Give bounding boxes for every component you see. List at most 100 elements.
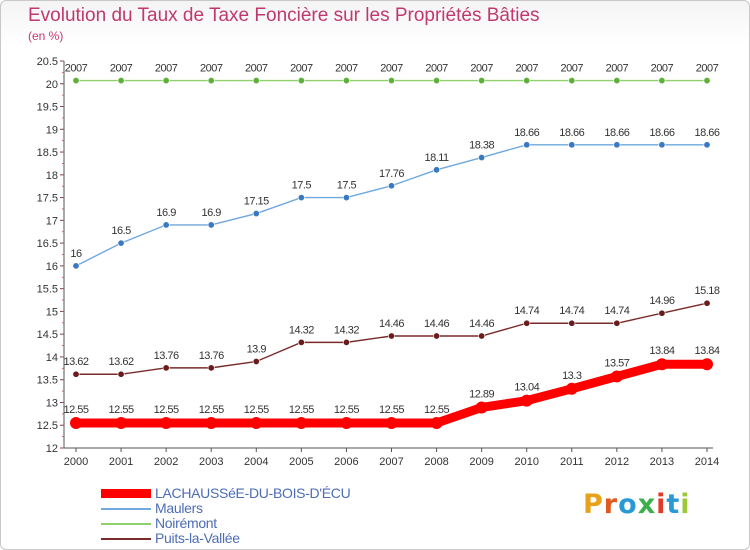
chart-axes: 12 12.5 13 13.5 14 14.5 15 15.5 16 16.5 17 17.5 18 18… [37, 56, 720, 468]
series-point-1 [297, 194, 305, 202]
series-point-0 [610, 370, 623, 383]
data-label: 14.32 [334, 324, 359, 336]
data-label: 14.46 [469, 318, 494, 330]
data-label: 2007 [651, 63, 674, 75]
series-point-3 [613, 319, 621, 327]
data-label: 13.62 [63, 356, 88, 368]
series-point-0 [475, 401, 488, 414]
data-label: 18.66 [514, 127, 539, 139]
data-label: 17.15 [244, 196, 269, 208]
series-point-0 [655, 358, 668, 371]
logo-letter: i [656, 489, 667, 520]
data-label: 14.96 [649, 295, 674, 307]
series-point-0 [430, 416, 443, 429]
data-label: 16.9 [156, 207, 176, 219]
data-label: 2007 [425, 63, 448, 75]
series-point-1 [703, 141, 711, 149]
data-label: 12.89 [469, 388, 494, 400]
legend-swatch [101, 489, 151, 498]
series-point-3 [162, 364, 170, 372]
x-tick-label: 2004 [244, 456, 268, 468]
y-tick-label: 14 [46, 352, 58, 364]
legend-label: LACHAUSSéE-DU-BOIS-D'ÉCU [155, 485, 351, 501]
logo-letter: r [603, 489, 619, 520]
legend-label: Noirémont [155, 515, 217, 531]
series-point-1 [342, 194, 350, 202]
data-label: 13.76 [154, 350, 179, 362]
y-tick-label: 19.5 [37, 102, 58, 114]
series-point-3 [568, 319, 576, 327]
data-label: 16.9 [202, 207, 222, 219]
data-label: 2007 [606, 63, 629, 75]
series-point-2 [297, 77, 305, 85]
chart-series [70, 77, 713, 429]
series-point-2 [523, 77, 531, 85]
chart-unit-label: (en %) [28, 29, 64, 43]
y-tick-label: 15 [46, 306, 58, 318]
y-tick-label: 15.5 [37, 284, 58, 296]
series-point-1 [252, 210, 260, 218]
series-point-1 [207, 221, 215, 229]
series-point-0 [701, 358, 713, 371]
series-point-0 [295, 416, 308, 429]
legend-item: Puits-la-Vallée [101, 531, 350, 546]
legend-label: Maulers [155, 500, 203, 516]
data-label: 2007 [515, 63, 538, 75]
series-point-2 [162, 77, 170, 85]
y-tick-label: 20.5 [37, 56, 58, 68]
legend-item: Maulers [101, 501, 350, 516]
series-point-0 [520, 394, 533, 407]
data-label: 18.38 [469, 140, 494, 152]
y-tick-label: 16.5 [37, 238, 58, 250]
series-point-1 [658, 141, 666, 149]
data-label: 13.57 [604, 358, 629, 370]
data-label: 14.74 [559, 305, 584, 317]
series-point-2 [342, 77, 350, 85]
x-tick-label: 2010 [514, 456, 538, 468]
series-point-2 [613, 77, 621, 85]
data-label: 14.74 [514, 305, 539, 317]
data-label: 2007 [155, 63, 178, 75]
series-point-3 [72, 370, 80, 378]
y-tick-label: 20 [46, 79, 58, 91]
series-point-0 [250, 416, 263, 429]
series-point-3 [658, 309, 666, 317]
data-label: 12.55 [199, 404, 224, 416]
logo-letter: i [680, 489, 691, 520]
series-line-1 [75, 144, 707, 267]
series-point-2 [252, 77, 260, 85]
series-point-2 [72, 77, 80, 85]
data-label: 18.66 [604, 127, 629, 139]
data-label: 2007 [200, 63, 223, 75]
data-label: 13.3 [562, 370, 582, 382]
series-point-0 [340, 416, 353, 429]
series-point-2 [117, 77, 125, 85]
x-tick-label: 2009 [469, 456, 493, 468]
data-label: 13.04 [514, 382, 539, 394]
data-label: 12.55 [63, 404, 88, 416]
y-tick-label: 16 [46, 261, 58, 273]
data-label: 18.11 [424, 152, 449, 164]
series-point-1 [478, 154, 486, 162]
series-point-3 [523, 319, 531, 327]
series-point-2 [703, 77, 711, 85]
x-tick-label: 2006 [334, 456, 358, 468]
data-label: 12.55 [154, 404, 179, 416]
series-point-3 [387, 332, 395, 340]
data-label: 16 [70, 248, 82, 260]
logo-letter: o [618, 489, 638, 520]
x-tick-label: 2003 [199, 456, 223, 468]
series-point-0 [160, 416, 173, 429]
series-point-1 [387, 182, 395, 190]
data-label: 12.55 [244, 404, 269, 416]
series-point-3 [252, 357, 260, 365]
data-label: 2007 [65, 63, 88, 75]
y-tick-label: 13.5 [37, 375, 58, 387]
series-point-0 [205, 416, 218, 429]
series-point-0 [115, 416, 128, 429]
data-label: 15.18 [694, 285, 719, 297]
x-tick-label: 2001 [109, 456, 133, 468]
data-label: 2007 [380, 63, 403, 75]
